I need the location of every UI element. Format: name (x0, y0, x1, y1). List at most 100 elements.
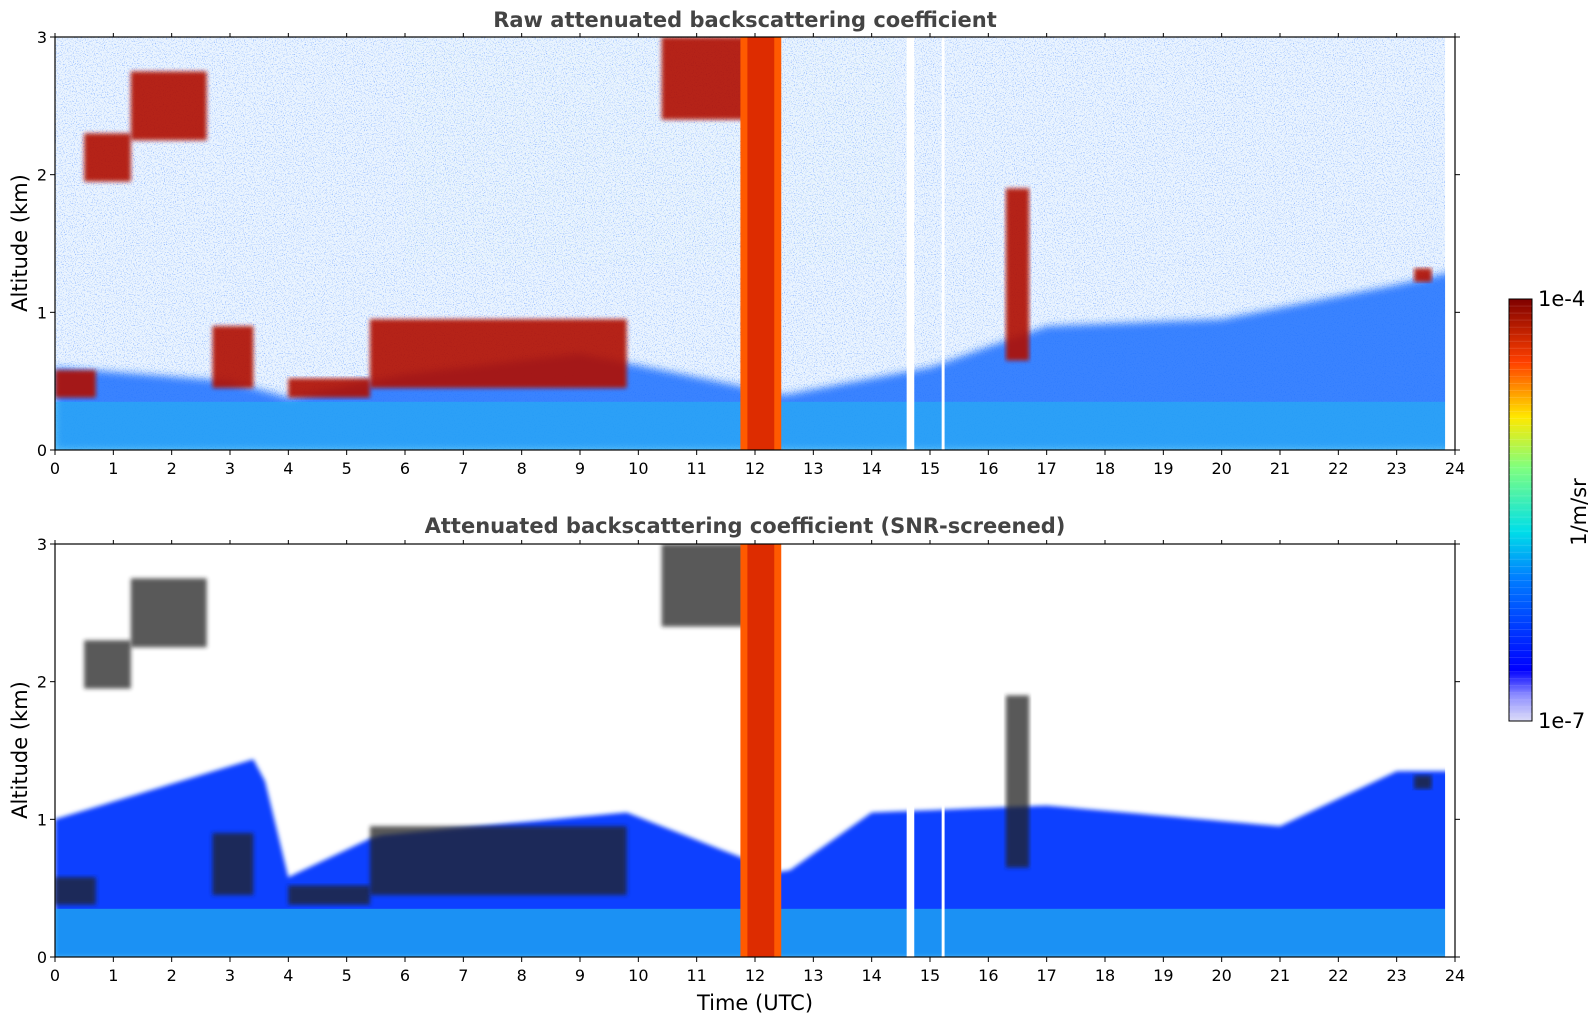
x-tick-label: 11 (686, 966, 706, 985)
screened-y-ticks: 0 1 2 3 (37, 535, 1460, 967)
raw-x-ticks: 0 1 2 3 4 5 6 7 8 9 10 11 12 13 14 15 16 17 18 19 20 21 22 23 24 (50, 33, 1465, 478)
cloud-layer (55, 370, 96, 398)
x-tick-label: 23 (1386, 966, 1406, 985)
y-tick-label: 0 (37, 441, 47, 460)
x-tick-label: 2 (167, 966, 177, 985)
x-tick-label: 4 (283, 459, 293, 478)
x-tick-label: 20 (1211, 966, 1231, 985)
precipitation-core (747, 37, 775, 450)
x-tick-label: 17 (1036, 459, 1056, 478)
raw-backscatter-panel: Raw attenuated backscattering coefficien… (8, 8, 1465, 478)
raw-plot-area (55, 37, 1455, 450)
colorbar-unit-label: 1/m/sr (1567, 478, 1591, 546)
x-tick-label: 24 (1445, 966, 1465, 985)
data-gap (1445, 37, 1455, 450)
y-tick-label: 3 (37, 28, 47, 47)
screened-plot-area (55, 544, 1455, 957)
colorbar-max-label: 1e-4 (1538, 287, 1585, 311)
x-tick-label: 4 (283, 966, 293, 985)
x-tick-label: 5 (342, 966, 352, 985)
x-tick-label: 14 (861, 966, 881, 985)
screened-cloud-layer (212, 833, 254, 896)
screened-cloud-layer (1005, 695, 1030, 868)
screened-data-gap (906, 544, 915, 957)
time-axis-label: Time (UTC) (696, 991, 813, 1015)
x-tick-label: 0 (50, 966, 60, 985)
x-tick-label: 10 (628, 966, 648, 985)
screened-cloud-layer (130, 578, 207, 648)
cloud-layer (1414, 268, 1432, 283)
x-tick-label: 1 (108, 966, 118, 985)
x-tick-label: 10 (628, 459, 648, 478)
x-tick-label: 13 (803, 966, 823, 985)
screened-y-axis-label: Altitude (km) (8, 681, 32, 819)
x-tick-label: 20 (1211, 459, 1231, 478)
raw-y-axis-label: Altitude (km) (8, 174, 32, 312)
x-tick-label: 2 (167, 459, 177, 478)
cloud-layer (130, 71, 207, 141)
x-tick-label: 16 (978, 459, 998, 478)
x-tick-label: 17 (1036, 966, 1056, 985)
cloud-layer (370, 319, 627, 389)
data-gap (906, 37, 915, 450)
x-tick-label: 24 (1445, 459, 1465, 478)
x-tick-label: 14 (861, 459, 881, 478)
x-tick-label: 18 (1095, 459, 1115, 478)
colorbar-gradient (1508, 298, 1533, 722)
x-tick-label: 19 (1153, 966, 1173, 985)
x-tick-label: 3 (225, 459, 235, 478)
data-gap (941, 37, 945, 450)
screened-data-gap (941, 544, 945, 957)
screened-signal-region (55, 759, 1455, 957)
raw-y-ticks: 0 1 2 3 (37, 28, 1460, 460)
x-tick-label: 21 (1270, 459, 1290, 478)
screened-panel-title: Attenuated backscattering coefficient (S… (425, 514, 1066, 538)
raw-panel-title: Raw attenuated backscattering coefficien… (493, 8, 997, 32)
x-tick-label: 21 (1270, 966, 1290, 985)
screened-x-ticks: 0 1 2 3 4 5 6 7 8 9 10 11 12 13 14 15 16 17 18 19 20 21 22 23 24 (50, 540, 1465, 985)
colorbar-min-label: 1e-7 (1538, 709, 1585, 733)
x-tick-label: 8 (517, 966, 527, 985)
y-tick-label: 3 (37, 535, 47, 554)
x-tick-label: 1 (108, 459, 118, 478)
x-tick-label: 11 (686, 459, 706, 478)
y-tick-label: 2 (37, 166, 47, 185)
cloud-layer (84, 133, 131, 182)
x-tick-label: 9 (575, 459, 585, 478)
x-tick-label: 22 (1328, 966, 1348, 985)
y-tick-label: 0 (37, 948, 47, 967)
x-tick-label: 15 (920, 459, 940, 478)
x-tick-label: 7 (458, 966, 468, 985)
x-tick-label: 18 (1095, 966, 1115, 985)
cloud-layer (1005, 188, 1030, 361)
cloud-layer (288, 378, 370, 398)
screened-backscatter-panel: Attenuated backscattering coefficient (S… (8, 514, 1465, 1015)
x-tick-label: 6 (400, 459, 410, 478)
screened-cloud-layer (288, 885, 370, 905)
y-tick-label: 1 (37, 810, 47, 829)
screened-cloud-layer (55, 877, 96, 905)
x-tick-label: 12 (745, 459, 765, 478)
x-tick-label: 7 (458, 459, 468, 478)
colorbar: 1e-4 1e-7 1/m/sr (1508, 287, 1591, 733)
x-tick-label: 19 (1153, 459, 1173, 478)
x-tick-label: 8 (517, 459, 527, 478)
x-tick-label: 23 (1386, 459, 1406, 478)
colorbar-bands (1509, 305, 1532, 715)
x-tick-label: 22 (1328, 459, 1348, 478)
y-tick-label: 2 (37, 673, 47, 692)
x-tick-label: 9 (575, 966, 585, 985)
sky-noise-green (405, 37, 895, 265)
y-tick-label: 1 (37, 303, 47, 322)
x-tick-label: 5 (342, 459, 352, 478)
x-tick-label: 16 (978, 966, 998, 985)
x-tick-label: 12 (745, 966, 765, 985)
screened-precipitation-core (747, 544, 775, 957)
x-tick-label: 6 (400, 966, 410, 985)
screened-cloud-layer (370, 826, 627, 896)
cloud-layer (212, 326, 254, 389)
x-tick-label: 3 (225, 966, 235, 985)
x-tick-label: 15 (920, 966, 940, 985)
x-tick-label: 0 (50, 459, 60, 478)
